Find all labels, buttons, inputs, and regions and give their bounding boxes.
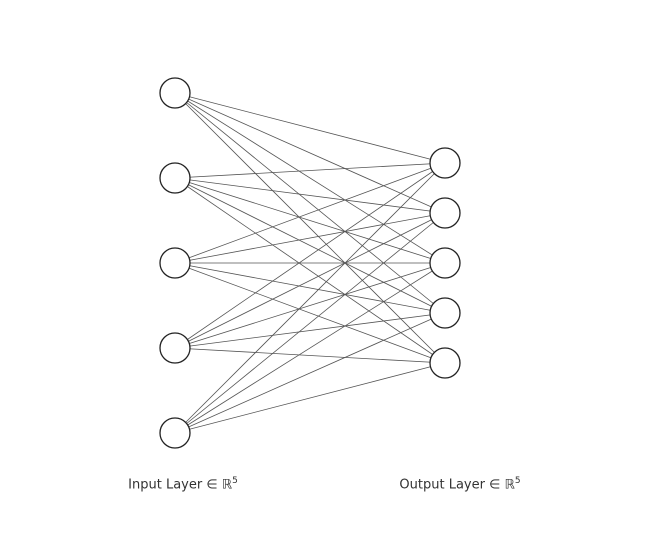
output-node-4 xyxy=(429,297,461,329)
output-node-1 xyxy=(429,147,461,179)
connections-group xyxy=(174,92,446,434)
connection-edge-2-4 xyxy=(174,177,446,314)
input-node-4 xyxy=(159,332,191,364)
connection-edge-4-2 xyxy=(174,212,446,349)
connection-edge-3-1 xyxy=(174,162,446,264)
connection-edge-3-4 xyxy=(174,262,446,314)
output-node-3 xyxy=(429,247,461,279)
connection-edge-4-4 xyxy=(174,312,446,349)
connection-edge-1-3 xyxy=(174,92,446,264)
output-layer-label-text: Output Layer ∈ ℝ xyxy=(399,477,515,493)
input-node-2 xyxy=(159,162,191,194)
connection-edge-1-5 xyxy=(174,92,446,364)
connection-edge-1-2 xyxy=(174,92,446,214)
connection-edge-4-5 xyxy=(174,347,446,364)
output-node-2 xyxy=(429,197,461,229)
connection-edge-5-5 xyxy=(174,362,446,434)
connection-edge-5-4 xyxy=(174,312,446,434)
output-node-5 xyxy=(429,347,461,379)
input-layer-label-exponent: 5 xyxy=(232,476,238,486)
connection-edge-3-5 xyxy=(174,262,446,364)
connection-edge-1-1 xyxy=(174,92,446,164)
connection-edge-2-1 xyxy=(174,162,446,179)
input-node-3 xyxy=(159,247,191,279)
input-layer-label-text: Input Layer ∈ ℝ xyxy=(128,477,233,493)
connection-edge-2-2 xyxy=(174,177,446,214)
output-layer-nodes xyxy=(429,147,461,379)
connection-edge-4-1 xyxy=(174,162,446,349)
connection-edge-5-3 xyxy=(174,262,446,434)
output-layer-label: Output Layer ∈ ℝ5 xyxy=(399,476,520,492)
input-node-1 xyxy=(159,77,191,109)
connection-edge-2-3 xyxy=(174,177,446,264)
connection-edge-1-4 xyxy=(174,92,446,314)
output-layer-label-exponent: 5 xyxy=(514,476,521,486)
input-layer-label: Input Layer ∈ ℝ5 xyxy=(128,476,238,492)
connection-edge-3-2 xyxy=(174,212,446,264)
connection-edge-4-3 xyxy=(174,262,446,349)
input-node-5 xyxy=(159,417,191,449)
connection-edge-2-5 xyxy=(174,177,446,364)
connection-edge-5-1 xyxy=(174,162,446,434)
input-layer-nodes xyxy=(159,77,191,449)
connection-edge-5-2 xyxy=(174,212,446,434)
